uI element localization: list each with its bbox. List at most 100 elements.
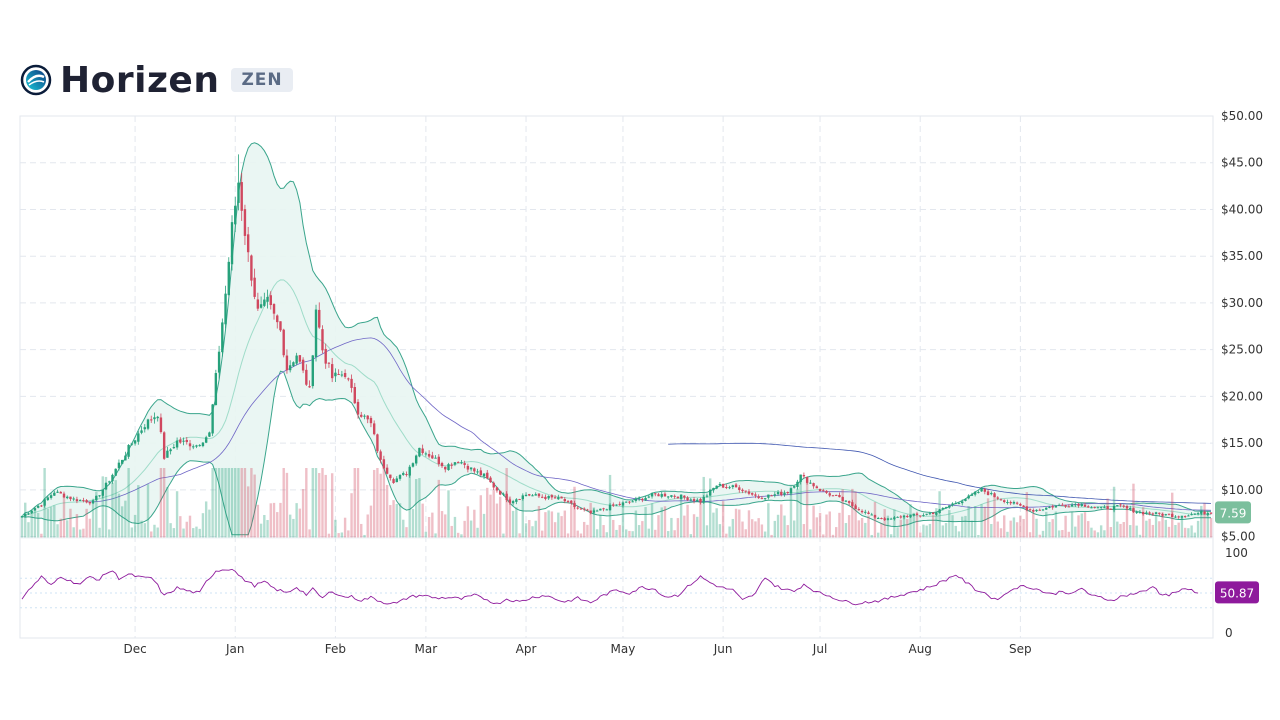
candle-body bbox=[1012, 501, 1016, 504]
volume-bar bbox=[91, 502, 95, 538]
volume-bar bbox=[1012, 517, 1016, 538]
candle-body bbox=[337, 374, 340, 376]
volume-bar bbox=[957, 531, 961, 538]
last-price-badge bbox=[1215, 501, 1251, 524]
volume-bar bbox=[143, 523, 146, 538]
candle-body bbox=[1122, 505, 1125, 507]
candle-body bbox=[421, 448, 424, 454]
price-tick-label: $45.00 bbox=[1221, 156, 1263, 170]
candle-body bbox=[140, 430, 143, 433]
candle-body bbox=[437, 456, 440, 465]
candle-body bbox=[466, 465, 470, 470]
volume-bar bbox=[276, 512, 279, 538]
candle-body bbox=[153, 417, 156, 420]
candle-body bbox=[731, 485, 735, 488]
candle-body bbox=[528, 494, 531, 496]
candle-body bbox=[495, 487, 499, 491]
month-tick-label: May bbox=[611, 642, 636, 656]
candle-body bbox=[818, 488, 822, 492]
volume-bar bbox=[66, 520, 69, 538]
volume-bar bbox=[721, 501, 725, 538]
volume-bar bbox=[631, 531, 634, 538]
candle-body bbox=[880, 518, 883, 520]
volume-bar bbox=[49, 507, 53, 538]
candle-body bbox=[185, 439, 188, 443]
candle-body bbox=[595, 510, 599, 512]
volume-bar bbox=[767, 503, 770, 538]
volume-bar bbox=[702, 476, 705, 538]
candle-body bbox=[192, 446, 195, 448]
volume-bar bbox=[211, 468, 214, 538]
month-tick-label: Jan bbox=[225, 642, 245, 656]
volume-bar bbox=[1193, 532, 1197, 538]
volume-bar bbox=[201, 513, 205, 538]
candle-body bbox=[599, 508, 602, 511]
candle-body bbox=[728, 487, 731, 489]
candle-body bbox=[692, 499, 696, 502]
candle-body bbox=[314, 309, 318, 358]
candle-body bbox=[1051, 506, 1054, 508]
volume-bar bbox=[657, 515, 660, 538]
candle-body bbox=[75, 499, 79, 502]
page-title: Horizen bbox=[60, 59, 220, 101]
candle-body bbox=[993, 493, 996, 498]
candle-body bbox=[434, 457, 437, 459]
candle-body bbox=[770, 495, 773, 497]
volume-bar bbox=[360, 523, 363, 538]
candle-body bbox=[624, 501, 628, 503]
candle-body bbox=[683, 495, 686, 498]
volume-bar bbox=[789, 486, 793, 538]
candle-body bbox=[111, 474, 114, 482]
volume-bar bbox=[883, 509, 886, 538]
volume-bar bbox=[776, 514, 780, 538]
volume-bar bbox=[650, 503, 654, 538]
candle-body bbox=[870, 514, 873, 516]
volume-bar bbox=[770, 534, 773, 538]
volume-bar bbox=[204, 501, 208, 538]
candle-body bbox=[547, 496, 550, 499]
candle-body bbox=[544, 496, 547, 499]
volume-bar bbox=[182, 528, 185, 538]
candle-body bbox=[809, 482, 812, 484]
candle-body bbox=[1074, 504, 1077, 506]
candle-body bbox=[1019, 503, 1022, 506]
candle-body bbox=[941, 508, 945, 510]
month-tick-label: Dec bbox=[123, 642, 146, 656]
candle-body bbox=[847, 501, 851, 503]
volume-bar bbox=[382, 468, 386, 538]
candle-body bbox=[424, 453, 428, 455]
candle-body bbox=[243, 209, 247, 236]
candle-body bbox=[1171, 513, 1174, 518]
candle-body bbox=[531, 495, 534, 497]
candle-body bbox=[747, 491, 751, 494]
candle-body bbox=[1096, 507, 1100, 509]
volume-bar bbox=[505, 468, 508, 538]
candle-body bbox=[30, 510, 33, 513]
volume-bar bbox=[298, 508, 302, 538]
candle-body bbox=[673, 495, 676, 497]
candle-body bbox=[263, 299, 266, 306]
volume-bar bbox=[780, 504, 783, 538]
volume-bar bbox=[366, 514, 369, 538]
volume-bar bbox=[990, 523, 993, 538]
candle-body bbox=[237, 182, 240, 203]
volume-bar bbox=[624, 529, 628, 538]
candle-body bbox=[1006, 501, 1009, 503]
volume-bar bbox=[1028, 532, 1032, 538]
price-tick-label: $35.00 bbox=[1221, 249, 1263, 263]
price-tick-label: $40.00 bbox=[1221, 202, 1263, 216]
candle-body bbox=[1203, 511, 1206, 515]
volume-bar bbox=[347, 530, 350, 538]
candle-body bbox=[754, 494, 757, 496]
candle-body bbox=[444, 466, 447, 470]
volume-bar bbox=[1041, 530, 1045, 538]
volume-bar bbox=[30, 509, 33, 538]
candle-body bbox=[715, 485, 718, 489]
volume-bar bbox=[418, 478, 421, 538]
candle-body bbox=[644, 497, 647, 501]
volume-bar bbox=[867, 515, 870, 538]
volume-bar bbox=[1174, 524, 1177, 538]
candle-body bbox=[1161, 514, 1164, 516]
ticker-badge: ZEN bbox=[231, 68, 293, 92]
